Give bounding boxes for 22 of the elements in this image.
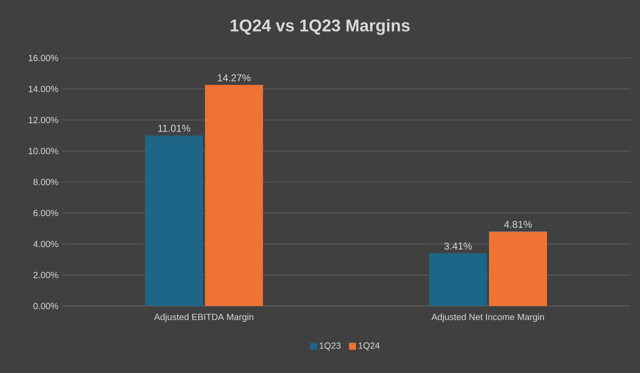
chart-title: 1Q24 vs 1Q23 Margins xyxy=(230,19,410,35)
bar xyxy=(205,84,264,306)
y-tick-label: 8.00% xyxy=(33,178,58,186)
data-label: 11.01% xyxy=(158,124,190,132)
bar xyxy=(145,135,204,306)
y-tick-label: 4.00% xyxy=(33,240,58,248)
y-tick-label: 10.00% xyxy=(28,148,58,154)
y-tick-label: 2.00% xyxy=(34,272,58,278)
y-tick-label: 6.00% xyxy=(34,210,58,216)
y-tick-label: 16.00% xyxy=(28,54,58,62)
x-tick-label: Adjusted Net Income Margin xyxy=(431,314,544,322)
bar xyxy=(429,253,488,306)
data-label: 3.41% xyxy=(444,242,472,250)
legend-label: 1Q24 xyxy=(358,342,380,350)
data-label: 14.27% xyxy=(218,74,251,82)
y-tick-label: 0.00% xyxy=(33,302,58,310)
data-label: 4.81% xyxy=(504,220,532,228)
y-tick-label: 14.00% xyxy=(28,86,58,92)
x-tick-label: Adjusted EBITDA Margin xyxy=(154,314,254,322)
y-tick-label: 12.00% xyxy=(28,116,58,124)
legend-label: 1Q23 xyxy=(320,342,341,350)
bar xyxy=(489,231,548,306)
